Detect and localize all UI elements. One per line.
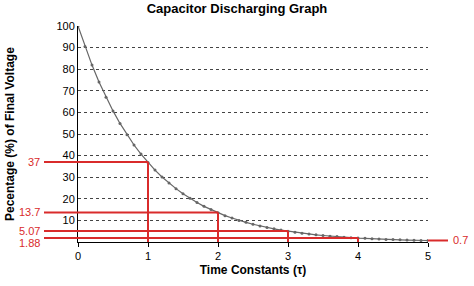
svg-text:3: 3 — [285, 250, 291, 262]
svg-text:4: 4 — [355, 250, 361, 262]
svg-text:30: 30 — [63, 171, 75, 183]
svg-text:5: 5 — [425, 250, 431, 262]
svg-text:1.88: 1.88 — [19, 237, 40, 249]
svg-text:Time Constants (τ): Time Constants (τ) — [200, 263, 306, 277]
svg-text:100: 100 — [56, 20, 74, 32]
svg-text:Capacitor Discharging Graph: Capacitor Discharging Graph — [147, 1, 328, 16]
svg-text:90: 90 — [63, 41, 75, 53]
svg-text:50: 50 — [63, 128, 75, 140]
svg-text:40: 40 — [63, 149, 75, 161]
svg-text:70: 70 — [63, 85, 75, 97]
svg-text:60: 60 — [63, 106, 75, 118]
svg-text:20: 20 — [63, 193, 75, 205]
svg-text:Pecentage (%) of Final Voltage: Pecentage (%) of Final Voltage — [3, 47, 17, 221]
svg-text:10: 10 — [63, 214, 75, 226]
svg-text:1: 1 — [145, 250, 151, 262]
svg-text:0.7: 0.7 — [453, 234, 468, 246]
svg-text:0: 0 — [75, 250, 81, 262]
svg-text:37: 37 — [28, 156, 40, 168]
svg-text:13.7: 13.7 — [19, 206, 40, 218]
svg-text:80: 80 — [63, 63, 75, 75]
svg-text:5.07: 5.07 — [19, 225, 40, 237]
svg-text:2: 2 — [215, 250, 221, 262]
